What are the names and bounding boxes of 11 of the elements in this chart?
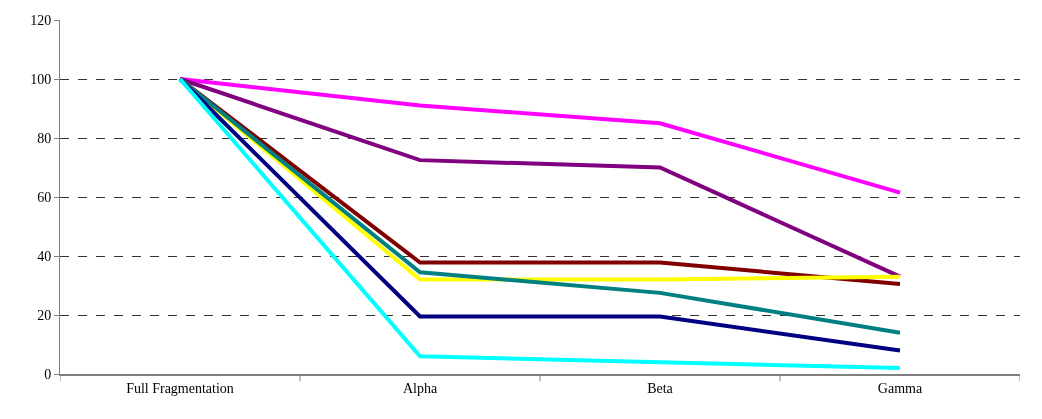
x-tick-label: Full Fragmentation	[126, 380, 234, 396]
y-tick-label: 0	[44, 366, 52, 382]
y-tick-label: 60	[37, 189, 52, 205]
y-tick-label: 120	[30, 12, 52, 28]
x-tick-label: Alpha	[402, 380, 438, 396]
x-tick-label: Gamma	[877, 380, 923, 396]
y-tick-label: 80	[37, 130, 52, 146]
x-tick-label: Beta	[647, 380, 674, 396]
y-tick-label: 40	[37, 248, 52, 264]
y-tick-label: 100	[30, 71, 52, 87]
y-tick-label: 20	[37, 307, 52, 323]
